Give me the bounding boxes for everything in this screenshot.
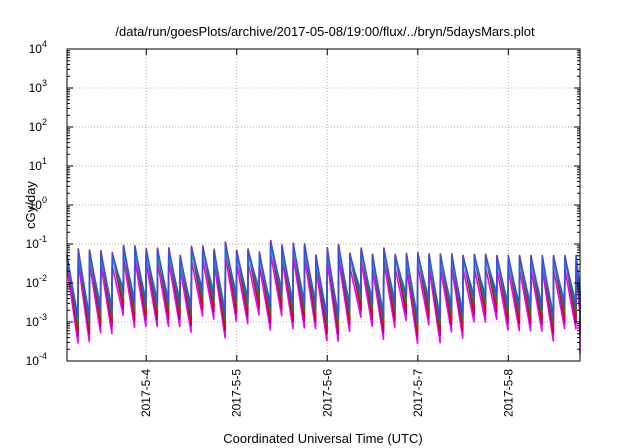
- y-axis-label: cGy/day: [23, 181, 38, 229]
- y-tick-label: 103: [29, 78, 47, 95]
- y-tick-label: 10-2: [26, 273, 47, 290]
- x-tick-label: 2017-5-6: [320, 369, 334, 417]
- y-tick-label: 10-4: [26, 351, 47, 368]
- y-tick-label: 10-1: [26, 234, 47, 251]
- x-axis: 2017-5-4 2017-5-5 2017-5-6 2017-5-7 2017-5-8: [139, 49, 515, 417]
- y-tick-label: 10-3: [26, 312, 47, 329]
- y-tick-label: 100: [29, 195, 47, 212]
- y-axis: 10-4 10-3 10-2 10-1 100 101 102 103 104: [26, 39, 580, 368]
- x-tick-label: 2017-5-5: [230, 369, 244, 417]
- series-group: [66, 239, 581, 355]
- x-tick-label: 2017-5-4: [139, 369, 153, 417]
- y-tick-label: 102: [29, 117, 47, 134]
- x-tick-label: 2017-5-8: [501, 369, 515, 417]
- x-tick-label: 2017-5-7: [411, 369, 425, 417]
- y-tick-label: 104: [29, 39, 47, 56]
- chart-title: /data/run/goesPlots/archive/2017-05-08/1…: [115, 24, 535, 39]
- series-line: [66, 240, 581, 321]
- x-axis-label: Coordinated Universal Time (UTC): [223, 431, 422, 446]
- grid: [67, 48, 580, 362]
- y-tick-label: 101: [29, 156, 47, 173]
